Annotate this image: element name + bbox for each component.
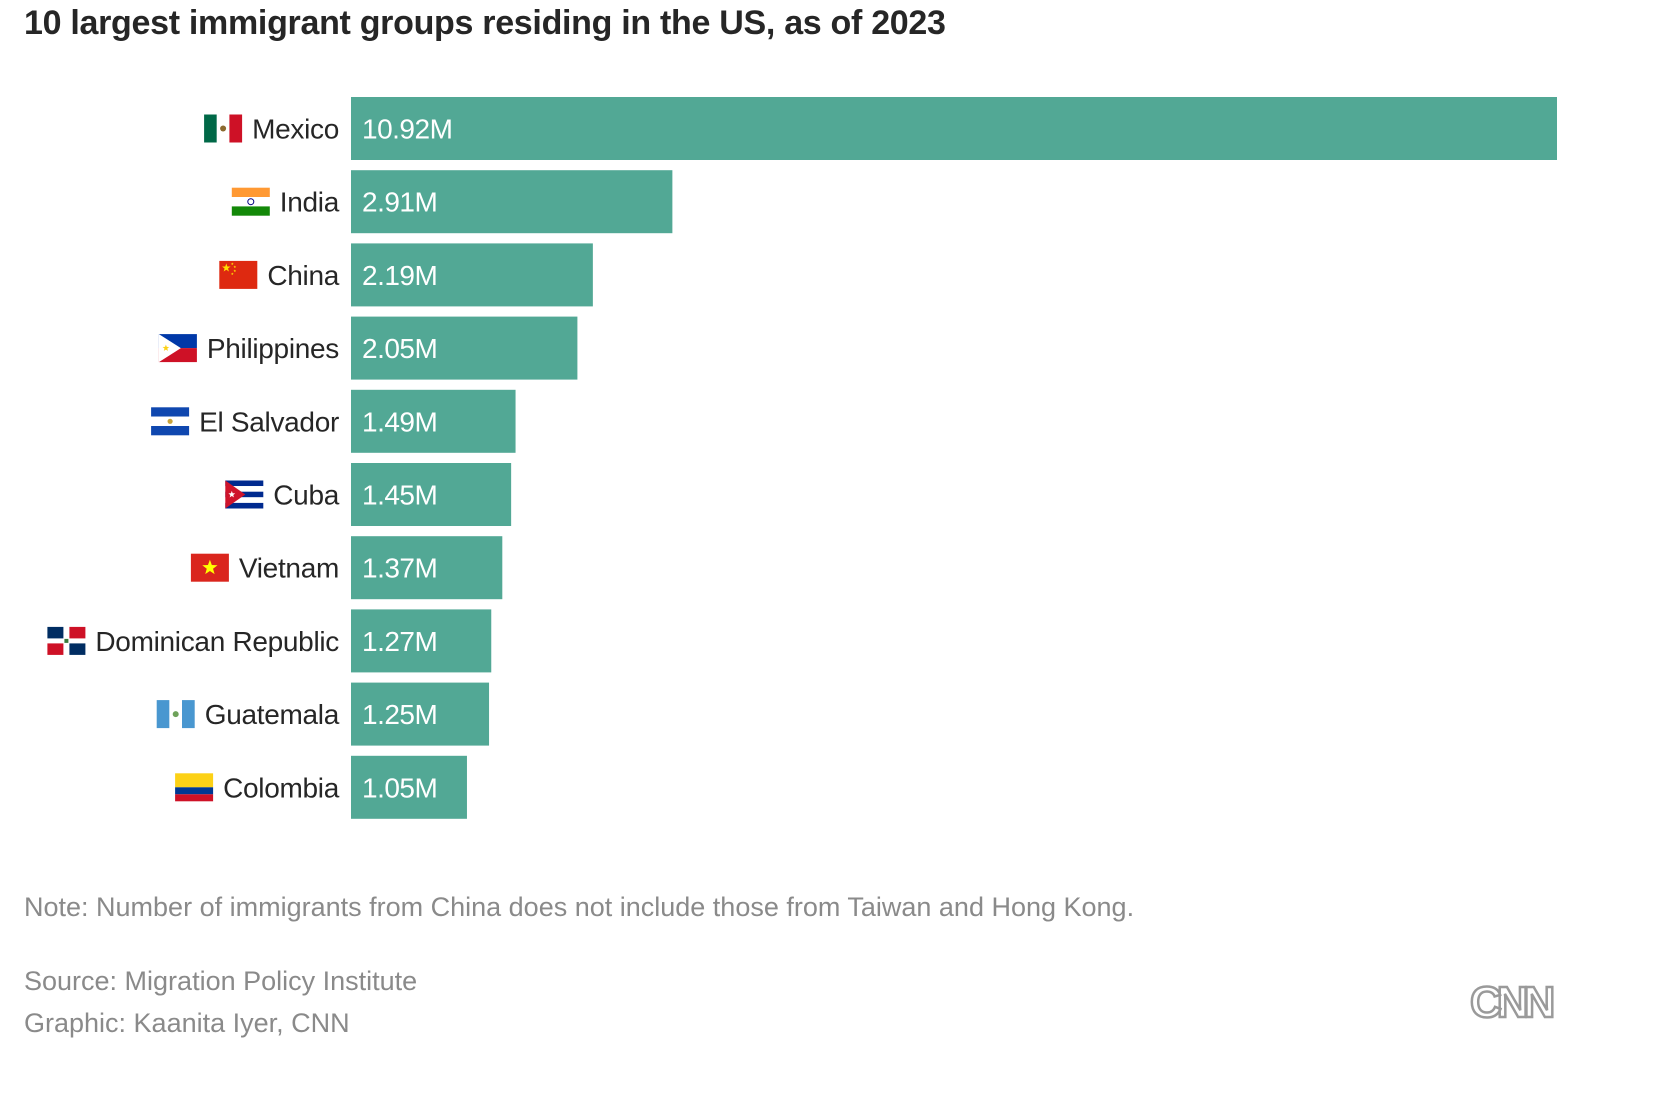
bar-dominican-republic <box>351 609 492 673</box>
bar-vietnam <box>351 536 503 600</box>
dominican-republic-flag-icon <box>47 626 86 655</box>
bar-mexico <box>351 97 1557 160</box>
guatemala-flag-icon <box>156 700 195 729</box>
category-label-dominican-republic: Dominican Republic <box>95 626 339 657</box>
value-label-mexico: 10.92M <box>362 114 452 145</box>
philippines-flag-icon <box>158 334 197 363</box>
chart-note: Note: Number of immigrants from China do… <box>24 892 1135 922</box>
bar-chart: 10.92M Mexico 2.91M India 2.19M China 2.05M Phi… <box>47 97 1557 819</box>
bar-philippines <box>351 316 578 380</box>
value-label-guatemala: 1.25M <box>362 699 437 730</box>
category-label-china: China <box>267 260 339 291</box>
value-label-india: 2.91M <box>362 187 437 218</box>
category-label-mexico: Mexico <box>252 114 339 145</box>
cnn-logo: CNN <box>1469 977 1557 1029</box>
chart-source: Source: Migration Policy Institute <box>24 966 418 996</box>
value-label-cuba: 1.45M <box>362 480 437 511</box>
bar-china <box>351 243 593 307</box>
china-flag-icon <box>219 260 258 289</box>
value-label-dominican-republic: 1.27M <box>362 626 437 657</box>
value-label-colombia: 1.05M <box>362 772 437 803</box>
cuba-flag-icon <box>225 480 264 509</box>
category-label-cuba: Cuba <box>273 480 339 511</box>
category-label-philippines: Philippines <box>207 333 339 364</box>
category-label-vietnam: Vietnam <box>239 553 339 584</box>
category-label-india: India <box>280 187 340 218</box>
colombia-flag-icon <box>175 773 214 802</box>
vietnam-flag-icon <box>190 553 229 582</box>
chart-credit: Graphic: Kaanita Iyer, CNN <box>24 1008 350 1038</box>
value-label-philippines: 2.05M <box>362 333 437 364</box>
bar-guatemala <box>351 682 490 746</box>
value-label-china: 2.19M <box>362 260 437 291</box>
bar-india <box>351 170 673 234</box>
value-label-vietnam: 1.37M <box>362 553 437 584</box>
bar-cuba <box>351 463 512 526</box>
category-label-colombia: Colombia <box>223 772 340 803</box>
india-flag-icon <box>231 187 270 216</box>
mexico-flag-icon <box>204 114 243 143</box>
chart-title: 10 largest immigrant groups residing in … <box>24 4 946 42</box>
bar-el-salvador <box>351 389 516 453</box>
category-label-el-salvador: El Salvador <box>199 406 339 437</box>
el-salvador-flag-icon <box>151 407 190 436</box>
category-label-guatemala: Guatemala <box>205 699 340 730</box>
value-label-el-salvador: 1.49M <box>362 406 437 437</box>
bar-colombia <box>351 755 467 819</box>
